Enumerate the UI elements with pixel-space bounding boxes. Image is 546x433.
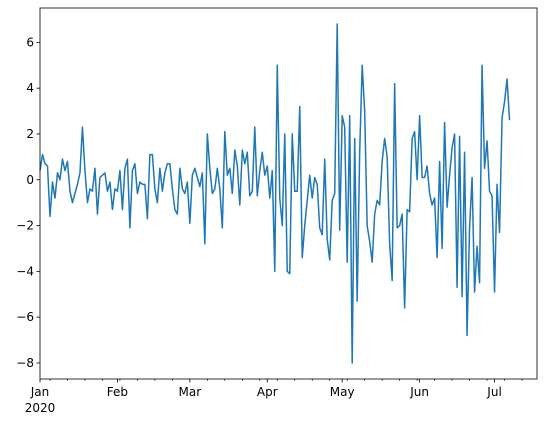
x-tick-label: Jul: [486, 385, 501, 399]
y-tick-label: −4: [16, 264, 34, 278]
y-tick-label: −2: [16, 219, 34, 233]
series-line: [39, 23, 511, 364]
x-tick-label: Jun: [409, 385, 429, 399]
y-tick-label: 0: [26, 173, 34, 187]
axis-ticks: 6 4 2 0 −2 −4 −6 −8 Jan 2020 Feb Mar Apr May Jun Jul: [16, 35, 523, 415]
x-tick-label: Jan: [30, 385, 50, 399]
y-tick-label: 2: [26, 127, 34, 141]
plot-frame: [39, 7, 538, 380]
x-tick-label: Apr: [257, 385, 278, 399]
y-tick-label: 4: [26, 81, 34, 95]
x-tick-label: Feb: [107, 385, 128, 399]
x-tick-label: May: [330, 385, 355, 399]
x-tick-sublabel: 2020: [25, 401, 56, 415]
y-tick-label: 6: [26, 35, 34, 49]
y-tick-label: −8: [16, 356, 34, 370]
x-tick-label: Mar: [179, 385, 202, 399]
series-layer: [39, 23, 511, 364]
y-tick-label: −6: [16, 310, 34, 324]
